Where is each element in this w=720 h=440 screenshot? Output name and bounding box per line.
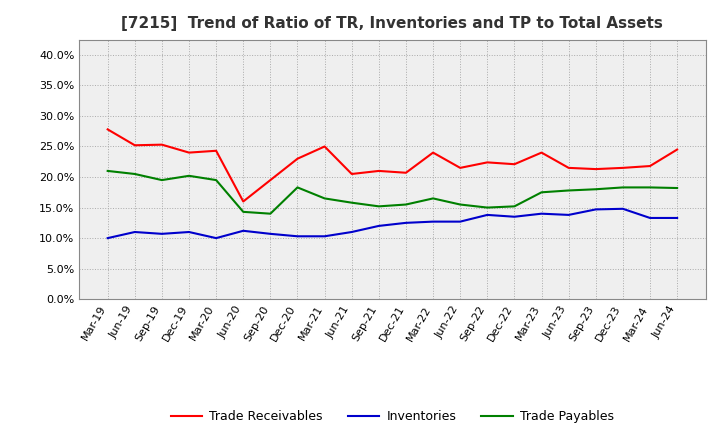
Inventories <box>537 211 546 216</box>
Inventories <box>374 223 383 228</box>
Trade Receivables <box>537 150 546 155</box>
Trade Payables <box>212 177 220 183</box>
Inventories <box>293 234 302 239</box>
Title: [7215]  Trend of Ratio of TR, Inventories and TP to Total Assets: [7215] Trend of Ratio of TR, Inventories… <box>122 16 663 32</box>
Trade Receivables <box>618 165 627 171</box>
Trade Receivables <box>104 127 112 132</box>
Line: Inventories: Inventories <box>108 209 677 238</box>
Trade Payables <box>320 196 329 201</box>
Trade Payables <box>646 185 654 190</box>
Trade Receivables <box>564 165 573 171</box>
Trade Receivables <box>185 150 194 155</box>
Line: Trade Receivables: Trade Receivables <box>108 129 677 202</box>
Trade Receivables <box>646 163 654 169</box>
Trade Payables <box>510 204 518 209</box>
Inventories <box>185 229 194 235</box>
Line: Trade Payables: Trade Payables <box>108 171 677 214</box>
Trade Payables <box>348 200 356 205</box>
Trade Payables <box>239 209 248 214</box>
Inventories <box>483 212 492 217</box>
Trade Receivables <box>672 147 681 152</box>
Inventories <box>672 215 681 220</box>
Trade Receivables <box>348 171 356 176</box>
Trade Receivables <box>456 165 464 171</box>
Trade Payables <box>618 185 627 190</box>
Trade Payables <box>428 196 437 201</box>
Trade Payables <box>293 185 302 190</box>
Trade Payables <box>158 177 166 183</box>
Inventories <box>564 212 573 217</box>
Trade Payables <box>564 188 573 193</box>
Trade Receivables <box>510 161 518 167</box>
Trade Receivables <box>591 166 600 172</box>
Inventories <box>591 207 600 212</box>
Trade Receivables <box>293 156 302 161</box>
Inventories <box>104 235 112 241</box>
Inventories <box>320 234 329 239</box>
Inventories <box>266 231 275 236</box>
Trade Payables <box>591 187 600 192</box>
Trade Receivables <box>428 150 437 155</box>
Trade Receivables <box>158 142 166 147</box>
Trade Receivables <box>483 160 492 165</box>
Trade Receivables <box>320 144 329 149</box>
Inventories <box>428 219 437 224</box>
Trade Payables <box>483 205 492 210</box>
Inventories <box>158 231 166 236</box>
Trade Payables <box>374 204 383 209</box>
Trade Receivables <box>212 148 220 154</box>
Trade Receivables <box>130 143 139 148</box>
Trade Receivables <box>402 170 410 176</box>
Trade Payables <box>266 211 275 216</box>
Inventories <box>456 219 464 224</box>
Inventories <box>212 235 220 241</box>
Inventories <box>348 229 356 235</box>
Trade Payables <box>402 202 410 207</box>
Inventories <box>618 206 627 212</box>
Trade Payables <box>130 171 139 176</box>
Trade Payables <box>185 173 194 179</box>
Trade Payables <box>537 190 546 195</box>
Inventories <box>646 215 654 220</box>
Inventories <box>402 220 410 225</box>
Trade Receivables <box>239 199 248 204</box>
Trade Receivables <box>374 168 383 173</box>
Inventories <box>130 229 139 235</box>
Trade Payables <box>456 202 464 207</box>
Trade Payables <box>672 185 681 191</box>
Legend: Trade Receivables, Inventories, Trade Payables: Trade Receivables, Inventories, Trade Pa… <box>166 405 619 428</box>
Inventories <box>510 214 518 220</box>
Trade Receivables <box>266 177 275 183</box>
Trade Payables <box>104 168 112 173</box>
Inventories <box>239 228 248 234</box>
